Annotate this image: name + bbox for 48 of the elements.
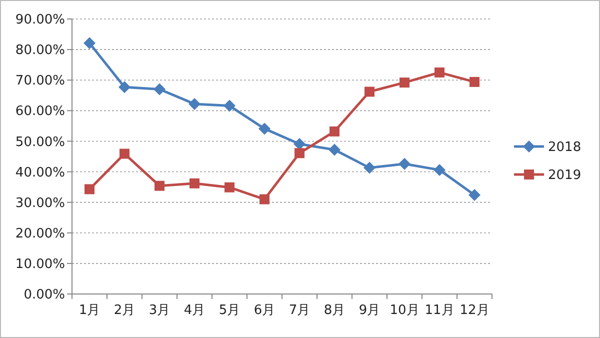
x-tick-label: 11月 (424, 303, 454, 318)
point (400, 78, 410, 88)
point (294, 138, 306, 150)
point (470, 76, 480, 87)
x-tick-label: 2月 (114, 303, 136, 318)
point (434, 67, 444, 78)
point (328, 144, 340, 156)
point (224, 182, 234, 192)
point (84, 184, 94, 194)
point (364, 162, 376, 174)
point (120, 148, 130, 159)
point (154, 83, 166, 96)
legend-label: 2019 (548, 168, 582, 184)
point (154, 180, 164, 191)
point (84, 37, 96, 50)
y-tick-label: 0.00% (24, 288, 65, 303)
x-tick-label: 3月 (148, 303, 170, 318)
y-tick-label: 30.00% (15, 196, 65, 211)
point (260, 194, 270, 204)
y-tick-label: 10.00% (15, 256, 65, 272)
x-tick-label: 12月 (460, 303, 490, 318)
point (434, 164, 446, 176)
point (294, 148, 304, 158)
y-tick-label: 80.00% (15, 43, 65, 58)
point (364, 86, 374, 97)
legend-label: 2018 (548, 140, 582, 156)
y-tick-label: 50.00% (15, 134, 65, 150)
point (118, 81, 130, 94)
point (258, 122, 270, 135)
x-tick-label: 8月 (324, 303, 346, 318)
point (224, 100, 236, 112)
x-tick-label: 10月 (390, 303, 420, 318)
y-tick-label: 70.00% (15, 74, 65, 89)
point (188, 98, 200, 110)
x-tick-label: 5月 (218, 303, 240, 318)
x-tick-label: 1月 (78, 303, 100, 318)
x-tick-label: 9月 (358, 303, 380, 318)
x-tick-label: 6月 (254, 303, 276, 318)
point (398, 158, 410, 170)
x-tick-label: 4月 (184, 303, 206, 318)
point (190, 178, 200, 188)
y-tick-label: 20.00% (15, 226, 65, 242)
point (468, 189, 480, 201)
y-tick-label: 60.00% (15, 104, 65, 120)
y-tick-label: 40.00% (15, 165, 65, 180)
x-tick-label: 7月 (288, 303, 310, 318)
y-tick-label: 90.00% (15, 12, 65, 28)
point (330, 126, 340, 136)
